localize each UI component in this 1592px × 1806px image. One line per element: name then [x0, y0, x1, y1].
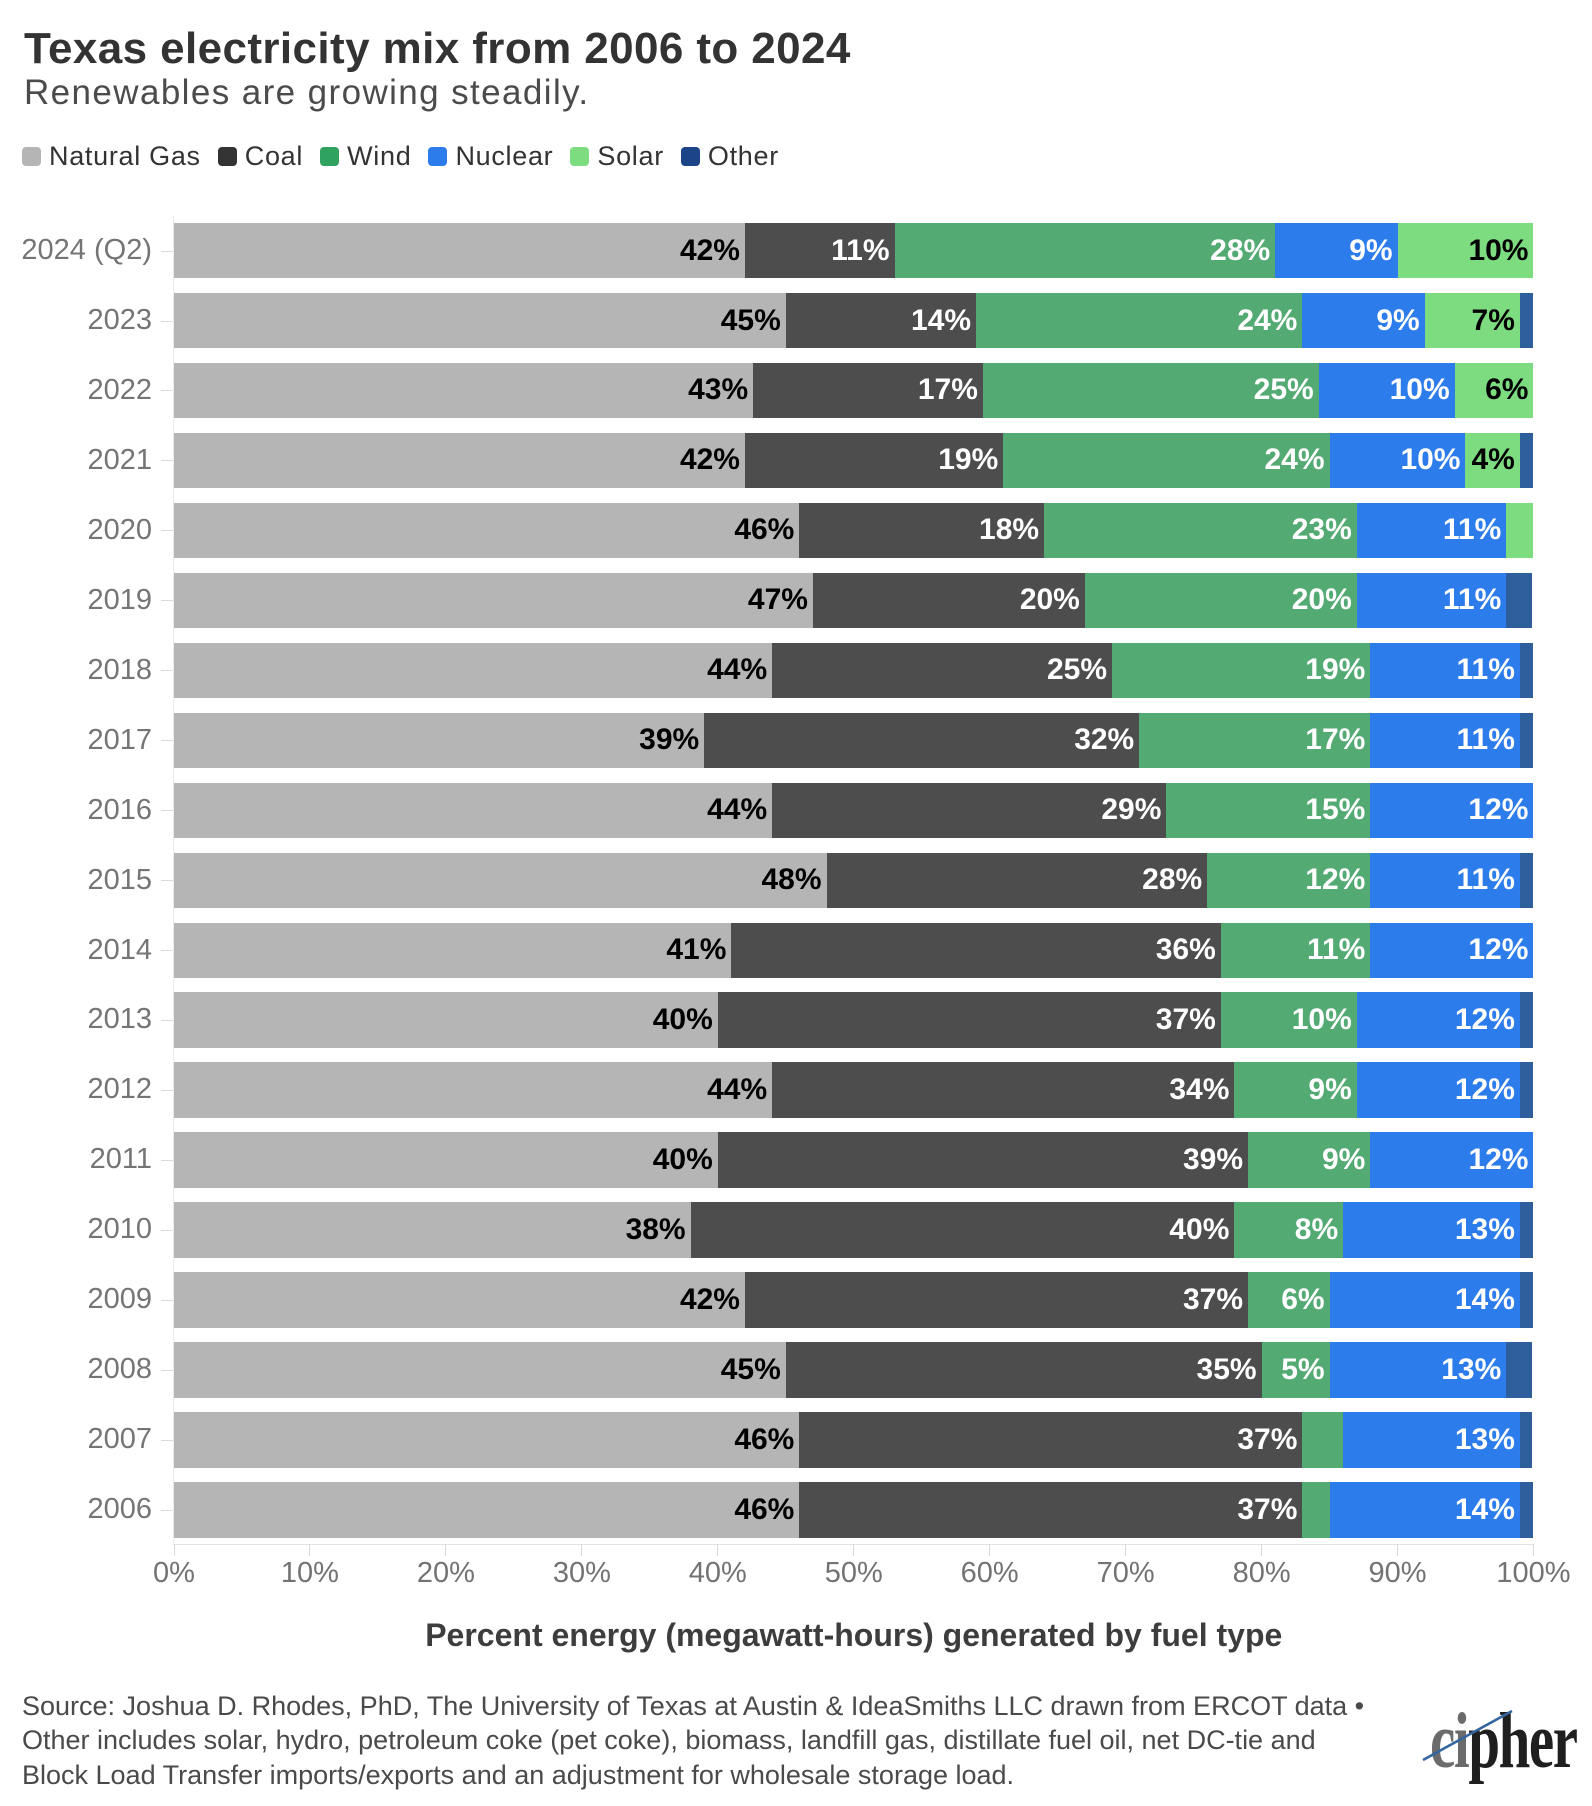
- svg-text:cipher: cipher: [1430, 1696, 1577, 1785]
